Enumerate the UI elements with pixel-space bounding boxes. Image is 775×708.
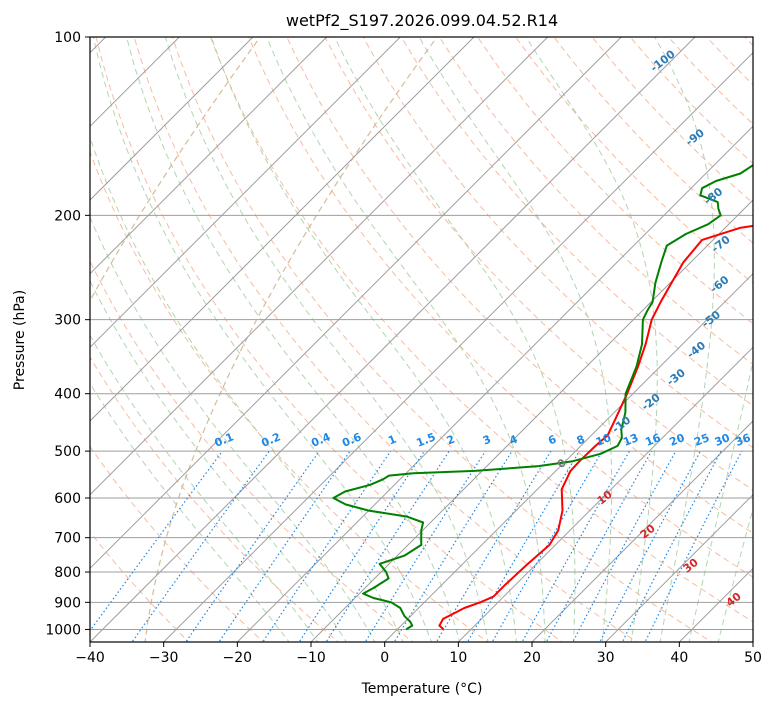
sounding-lines <box>332 164 753 631</box>
mixing-ratio-label: 10 <box>594 431 613 449</box>
mixing-ratio-label: 8 <box>575 433 587 448</box>
mixing-ratio-label: 20 <box>668 431 687 449</box>
isotherm-line <box>90 37 622 570</box>
y-tick-label: 1000 <box>45 622 81 638</box>
mixing-ratio-line <box>393 450 513 642</box>
y-tick-label: 300 <box>54 313 81 329</box>
y-axis: 100 200 300 400 500 600 700 800 900 1000 <box>45 30 90 638</box>
mixing-ratio-line <box>466 450 580 642</box>
mixing-ratio-label: 36 <box>733 431 752 449</box>
mixing-ratio-line <box>572 450 677 642</box>
mixing-ratio-line <box>298 450 425 642</box>
x-tick-label: 30 <box>597 650 615 666</box>
y-tick-label: 100 <box>54 30 81 46</box>
dry-adiabat <box>90 259 414 642</box>
x-tick-label: 10 <box>449 650 467 666</box>
dry-adiabat <box>438 37 753 366</box>
mixing-ratio-line <box>599 450 702 642</box>
mixing-ratio-label: 3 <box>481 433 493 448</box>
mixing-ratio-label: 30 <box>713 431 732 449</box>
isotherm-line <box>90 37 254 201</box>
mixing-ratio-line <box>90 450 223 632</box>
x-tick-label: 50 <box>744 650 762 666</box>
mixing-ratio-label: 16 <box>643 431 662 449</box>
x-axis-label: Temperature (°C) <box>361 681 483 697</box>
isotherm-line <box>90 37 696 642</box>
background-lines <box>90 37 753 642</box>
y-tick-label: 600 <box>54 491 81 507</box>
mixing-ratio-line <box>131 450 270 642</box>
mixing-ratio-line <box>185 450 320 642</box>
x-tick-label: 40 <box>670 650 688 666</box>
isotherm-line <box>90 37 328 275</box>
dry-adiabat <box>400 37 753 407</box>
y-tick-label: 200 <box>54 208 81 224</box>
mixing-ratio-line <box>621 450 722 642</box>
dry-adiabat <box>248 37 753 578</box>
x-tick-label: −40 <box>75 650 105 666</box>
isotherm-line <box>531 420 753 642</box>
isotherm-line <box>90 37 401 349</box>
x-axis: −40 −30 −20 −10 0 10 20 30 40 50 <box>75 642 762 666</box>
isotherm-line <box>236 125 753 642</box>
y-tick-label: 500 <box>54 444 81 460</box>
mixing-ratio-label: 13 <box>621 431 640 449</box>
isotherm-line <box>163 51 753 642</box>
x-tick-label: 20 <box>523 650 541 666</box>
isotherm-line <box>457 346 753 642</box>
dewpoint-line <box>332 164 753 631</box>
isotherm-line <box>310 199 753 642</box>
mixing-ratio-line <box>218 450 351 642</box>
dry-adiabat <box>362 37 753 449</box>
mixing-ratio-line <box>325 450 450 642</box>
x-tick-label: −30 <box>149 650 179 666</box>
x-tick-label: 0 <box>380 650 389 666</box>
plot-frame <box>89 36 754 643</box>
y-tick-label: 700 <box>54 531 81 547</box>
x-tick-label: −20 <box>223 650 253 666</box>
mixing-ratio-line <box>262 450 392 642</box>
y-tick-label: 800 <box>54 565 81 581</box>
mixing-ratio-line <box>364 450 486 642</box>
mixing-ratio-label: 1 <box>386 433 398 448</box>
y-tick-label: 400 <box>54 387 81 403</box>
temperature-line <box>438 224 753 631</box>
isotherm-line <box>90 37 475 422</box>
dry-adiabat <box>324 37 753 491</box>
x-tick-label: −10 <box>296 650 326 666</box>
dry-adiabat <box>477 37 753 325</box>
isotherm-line <box>605 493 753 642</box>
mixing-ratio-label: 25 <box>692 431 711 449</box>
y-tick-label: 900 <box>54 595 81 611</box>
moist-adiabat <box>90 215 376 642</box>
chart-title: wetPf2_S197.2026.099.04.52.R14 <box>286 11 558 31</box>
isotherm-line <box>90 37 549 496</box>
mixing-ratio-label: 2 <box>445 433 457 448</box>
isotherm-line <box>384 272 753 642</box>
y-axis-label: Pressure (hPa) <box>12 290 28 390</box>
dry-adiabat <box>286 37 753 534</box>
